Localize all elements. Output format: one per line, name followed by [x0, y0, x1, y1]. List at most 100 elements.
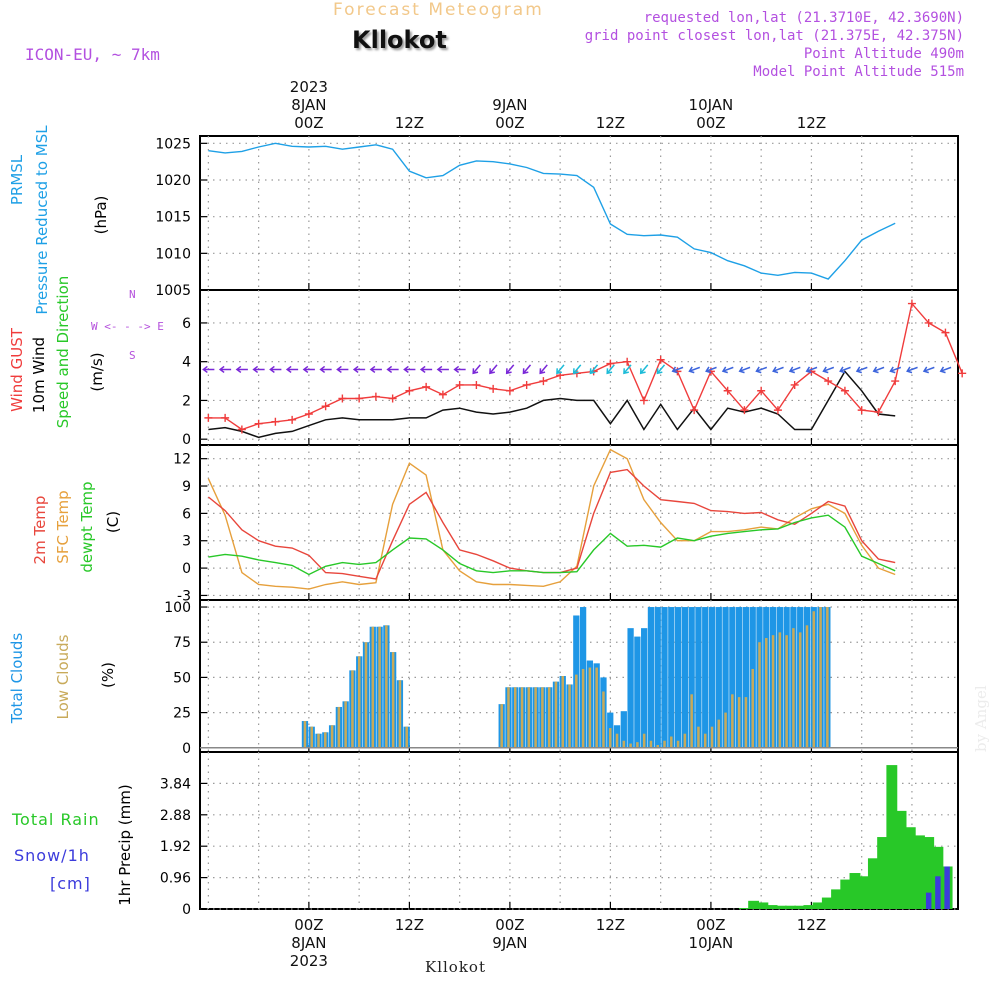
wind-gust-marker — [857, 406, 866, 415]
cloud-low-bar — [378, 626, 381, 748]
cloud-low-bar — [398, 680, 402, 748]
temp-ylabel-unit: (C) — [104, 511, 122, 533]
bottom-date-label: 10JAN — [689, 934, 734, 952]
cloud-low-bar — [744, 697, 748, 748]
cloud-total-bar — [668, 607, 675, 748]
precip-rain-bar — [914, 835, 925, 909]
pressure-line — [208, 142, 896, 280]
wind-gust-marker — [522, 380, 531, 389]
wind-gust-marker — [958, 369, 967, 378]
wind-direction-arrow — [839, 366, 851, 374]
precip-rain-bar — [858, 876, 870, 909]
wind-direction-arrow — [889, 366, 902, 374]
wind-direction-arrow-shape — [705, 366, 717, 374]
cloud-low-bar — [520, 687, 524, 748]
cloud-low-bar — [765, 638, 768, 748]
cloud-low-bar — [595, 667, 598, 748]
wind-direction-arrow — [336, 365, 349, 374]
info-point-altitude: Point Altitude 490m — [803, 46, 964, 62]
cloud-low-bar — [507, 687, 510, 748]
cloud-low-bar — [541, 687, 544, 748]
wind-direction-arrow-shape — [906, 366, 918, 374]
cloud-low-bar — [364, 642, 368, 748]
wind-direction-arrow-shape — [285, 365, 299, 374]
cloud-low-bar — [310, 726, 313, 748]
precip-rain-bar — [748, 900, 760, 909]
cloud-low-bar — [771, 635, 775, 748]
cloud-total-bar — [708, 607, 716, 748]
wind-direction-arrow — [623, 364, 632, 375]
cloud-low-bar — [629, 743, 632, 748]
wind-gust-marker — [656, 355, 665, 364]
cloud-low-bar — [371, 626, 375, 748]
wind-direction-arrow-shape — [269, 365, 282, 374]
temperature-ytick-label: 6 — [182, 506, 191, 522]
wind-gust-marker — [304, 410, 313, 418]
cloud-low-bar — [581, 668, 585, 748]
wind-gust-marker — [422, 382, 431, 391]
info-model-altitude: Model Point Altitude 515m — [753, 64, 964, 80]
wind-direction-arrow — [656, 364, 666, 375]
top-year-label: 2023 — [290, 78, 328, 96]
wind-gust-marker — [455, 380, 464, 389]
wind-direction-arrow-shape — [688, 366, 701, 374]
wind-direction-arrow — [505, 364, 515, 375]
precip-ytick-label: 3.84 — [160, 776, 191, 792]
cloud-low-bar — [785, 635, 788, 748]
wind-direction-arrow — [671, 366, 684, 374]
cloud-low-bar — [663, 740, 666, 748]
precip-rain-bar — [923, 837, 935, 909]
temp-dewpt-line — [208, 514, 896, 576]
wind-direction-arrow-shape — [772, 366, 784, 374]
bottom-hour-label: 12Z — [797, 916, 826, 934]
clouds-ylabel-unit: (%) — [99, 662, 117, 688]
cloud-low-bar — [731, 694, 734, 748]
cloud-low-bar — [344, 701, 347, 748]
wind-gust-marker — [254, 419, 263, 428]
wind-direction-legend-s: S — [129, 349, 136, 362]
wind-direction-arrow — [939, 366, 952, 374]
cloud-low-bar — [697, 726, 700, 748]
wind-direction-arrow-shape — [352, 365, 366, 374]
cloud-low-bar — [819, 607, 822, 748]
precip-rain-bar — [831, 889, 842, 909]
wind-direction-arrow-shape — [419, 365, 433, 374]
top-hour-label: 00Z — [495, 114, 524, 132]
cloud-low-bar — [751, 668, 754, 748]
bottom-hour-label: 00Z — [696, 916, 725, 934]
wind-gust-marker — [505, 386, 514, 395]
wind-direction-arrow-shape — [202, 365, 215, 374]
precip-snow-bar — [925, 892, 932, 909]
info-grid-lonlat: grid point closest lon,lat (21.375E, 42.… — [584, 28, 964, 44]
wind-gust-marker — [338, 394, 347, 403]
credit-watermark: by Angel — [972, 685, 990, 752]
wind-direction-arrow-shape — [805, 366, 818, 374]
precip-rain-bar — [803, 905, 815, 909]
pressure-ylabel-reduced: Pressure Reduced to MSL — [33, 125, 51, 315]
wind-ylabel-dir: Speed and Direction — [54, 276, 72, 429]
precip-rain-bar — [895, 810, 907, 909]
cloud-total-bar — [641, 628, 648, 748]
precip-snow-bar — [944, 866, 950, 909]
wind-direction-arrow-shape — [738, 366, 751, 374]
precip-rain-bar — [877, 837, 889, 909]
bottom-hour-label: 00Z — [294, 916, 323, 934]
precip-rain-bar — [821, 897, 833, 909]
cloud-total-bar — [722, 607, 729, 748]
wind-gust-marker — [891, 377, 900, 386]
temperature-frame — [199, 444, 959, 601]
wind-direction-legend-we: W <- - -> E — [91, 320, 164, 333]
clouds-ytick-label: 50 — [173, 670, 191, 686]
wind-direction-arrow — [235, 365, 248, 374]
wind-direction-arrow-shape — [639, 364, 649, 375]
wind-gust-marker — [757, 386, 766, 395]
top-date-label: 9JAN — [492, 96, 527, 114]
wind-direction-arrow-shape — [855, 366, 868, 374]
wind-direction-arrow — [738, 366, 751, 374]
cloud-low-bar — [514, 687, 517, 748]
wind-direction-arrow-shape — [386, 365, 399, 374]
cloud-low-bar — [357, 656, 361, 748]
wind-direction-arrow-shape — [656, 364, 666, 375]
cloud-low-bar — [588, 667, 592, 748]
